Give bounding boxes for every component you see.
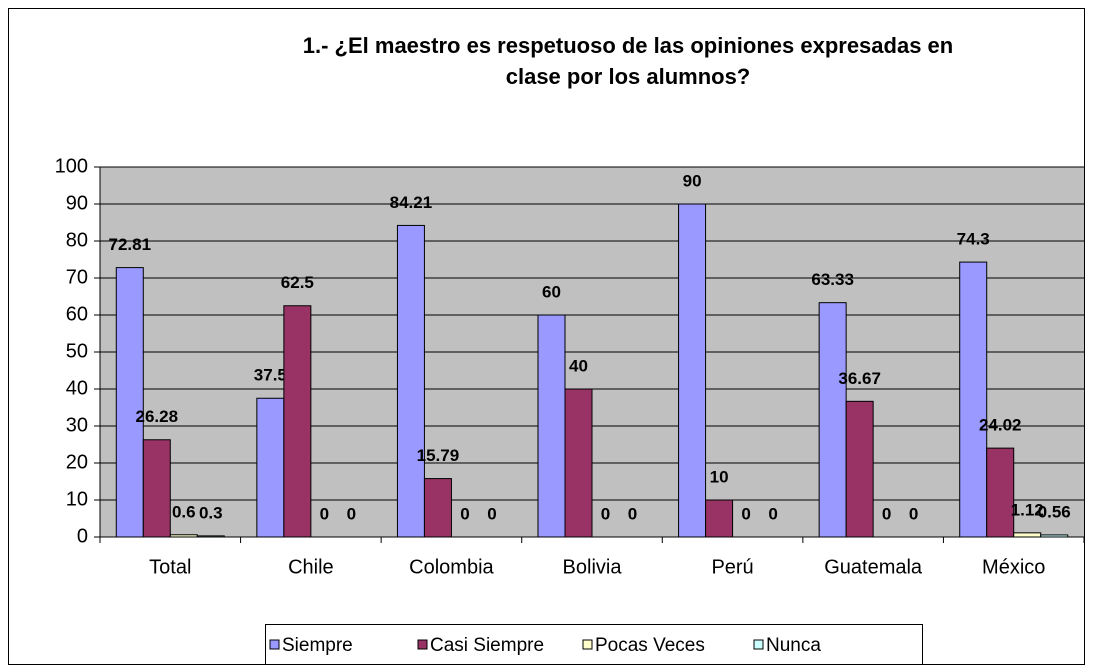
y-tick-label: 50 — [66, 340, 88, 362]
data-label: 0 — [909, 504, 918, 523]
y-tick-label: 0 — [77, 525, 88, 547]
bar — [678, 203, 707, 538]
bar — [1040, 534, 1069, 538]
x-tick-label: Colombia — [409, 556, 494, 578]
data-label: 26.28 — [136, 407, 179, 426]
legend-label: Nunca — [766, 635, 821, 656]
data-label: 84.21 — [390, 193, 433, 212]
bar — [396, 224, 425, 538]
data-label: 0 — [882, 504, 891, 523]
legend-swatch — [417, 639, 428, 650]
bar — [196, 535, 225, 538]
data-label: 0 — [768, 504, 777, 523]
data-label: 0 — [601, 504, 610, 523]
y-tick-label: 30 — [66, 414, 88, 436]
data-label: 62.5 — [281, 273, 314, 292]
y-tick-label: 10 — [66, 488, 88, 510]
data-label: 72.81 — [109, 235, 152, 254]
legend-label: Casi Siempre — [430, 635, 544, 656]
chart-title: clase por los alumnos? — [506, 64, 751, 89]
y-tick-label: 90 — [66, 192, 88, 214]
bar — [959, 261, 988, 538]
data-label: 0.56 — [1038, 502, 1071, 521]
legend-label: Siempre — [282, 635, 353, 656]
x-tick-label: Chile — [288, 556, 334, 578]
x-tick-label: Perú — [711, 556, 753, 578]
y-tick-label: 100 — [55, 155, 88, 177]
data-label: 37.5 — [254, 366, 287, 385]
x-tick-label: México — [982, 556, 1045, 578]
data-label: 74.3 — [957, 230, 990, 249]
data-label: 0 — [347, 504, 356, 523]
data-label: 10 — [710, 467, 729, 486]
data-label: 60 — [542, 282, 561, 301]
y-tick-label: 70 — [66, 266, 88, 288]
data-label: 0 — [320, 504, 329, 523]
data-label: 0 — [628, 504, 637, 523]
x-tick-label: Total — [149, 556, 191, 578]
chart-title: 1.- ¿El maestro es respetuoso de las opi… — [303, 33, 953, 58]
data-label: 15.79 — [417, 446, 460, 465]
bar — [115, 267, 144, 538]
data-label: 90 — [683, 171, 702, 190]
legend-box — [265, 624, 923, 665]
y-tick-label: 60 — [66, 303, 88, 325]
y-tick-label: 20 — [66, 451, 88, 473]
data-label: 1.12 — [1011, 500, 1044, 519]
bar — [986, 447, 1015, 538]
bar — [705, 499, 734, 538]
data-label: 0 — [741, 504, 750, 523]
bar — [283, 305, 312, 538]
bar — [1013, 532, 1042, 538]
data-label: 24.02 — [979, 416, 1022, 435]
bar — [142, 439, 171, 538]
x-tick-label: Guatemala — [824, 556, 923, 578]
bar — [818, 302, 847, 538]
bar — [845, 400, 874, 538]
data-label: 63.33 — [811, 270, 854, 289]
data-label: 0 — [487, 504, 496, 523]
bar — [423, 478, 452, 538]
data-label: 40 — [569, 356, 588, 375]
data-label: 0.6 — [172, 502, 196, 521]
bar — [169, 534, 198, 538]
bar — [537, 314, 566, 538]
y-tick-label: 40 — [66, 377, 88, 399]
data-label: 0.3 — [199, 503, 223, 522]
data-label: 36.67 — [838, 369, 881, 388]
legend-swatch — [582, 639, 593, 650]
legend-label: Pocas Veces — [595, 635, 705, 656]
bar — [256, 397, 285, 538]
data-label: 0 — [460, 504, 469, 523]
legend-swatch — [753, 639, 764, 650]
legend-swatch — [269, 639, 280, 650]
bar — [564, 388, 593, 538]
x-tick-label: Bolivia — [563, 556, 623, 578]
y-tick-label: 80 — [66, 229, 88, 251]
